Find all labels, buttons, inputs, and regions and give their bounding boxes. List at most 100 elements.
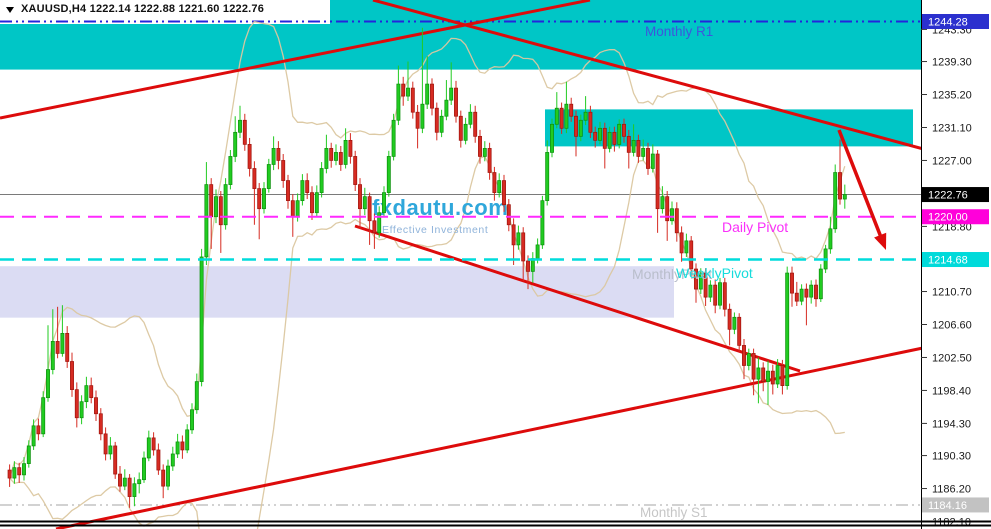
candle-body — [281, 160, 286, 181]
symbol-ohlc-text: XAUUSD,H4 1222.14 1222.88 1221.60 1222.7… — [21, 3, 265, 15]
candle-body — [137, 479, 142, 485]
candle-body — [70, 361, 74, 390]
candle-body — [828, 228, 833, 250]
candle-body — [650, 153, 655, 169]
trendline-mid-falling-line[interactable] — [354, 224, 801, 373]
projection-arrow-head[interactable] — [874, 232, 887, 250]
candle-body — [785, 272, 790, 386]
candle-body — [703, 272, 708, 298]
candle-body — [329, 148, 334, 161]
axis-tick-label: 1190.30 — [932, 451, 971, 463]
candle-body — [588, 111, 593, 133]
axis-tick-label: 1231.10 — [932, 122, 972, 134]
candle-body — [684, 240, 689, 254]
candle-body — [185, 429, 190, 451]
price-marker-label: 1220.00 — [928, 212, 968, 224]
candle-body — [410, 87, 415, 113]
price-marker-label: 1214.68 — [928, 255, 968, 267]
candle-body — [833, 172, 838, 230]
candle-body — [17, 467, 22, 476]
candle-body — [367, 196, 372, 222]
candle-body — [746, 353, 751, 366]
candle-body — [142, 457, 146, 481]
candle-body — [602, 127, 607, 149]
candle-body — [646, 148, 650, 169]
candle-body — [766, 370, 770, 382]
candle-body — [780, 365, 785, 386]
candle-body — [161, 469, 166, 487]
candle-body — [574, 115, 578, 137]
candle-body — [526, 260, 530, 272]
candle-body — [353, 156, 358, 185]
price-marker-box — [922, 209, 989, 225]
trendline-upper-falling-line[interactable] — [372, 0, 991, 169]
candle-body — [626, 135, 631, 153]
candle-body — [276, 148, 281, 161]
candle-body — [319, 168, 324, 193]
candle-body — [271, 148, 276, 165]
candle-body — [257, 188, 262, 210]
candle-body — [262, 188, 266, 210]
candle-body — [180, 441, 185, 451]
candle-body — [348, 140, 353, 157]
price-marker-label: 1184.16 — [928, 500, 967, 512]
candle-body — [118, 473, 122, 487]
price-marker-label: 1222.76 — [928, 190, 968, 202]
candle-body — [26, 445, 31, 464]
candle-body — [295, 200, 300, 218]
candle-body — [65, 332, 70, 362]
trendline-upper-rising-line[interactable] — [0, 0, 591, 120]
candle-body — [473, 111, 478, 137]
candle-body — [113, 445, 118, 475]
candle-body — [578, 119, 583, 137]
price-axis: 1243.301239.301235.201231.101227.001218.… — [921, 0, 991, 529]
candle-body — [89, 385, 94, 399]
candle-body — [79, 401, 84, 419]
candle-body — [36, 425, 41, 435]
candle-body — [430, 83, 434, 109]
candle-body — [612, 131, 617, 145]
candle-body — [607, 131, 612, 149]
candle-body — [362, 196, 367, 210]
candle-body — [679, 232, 684, 254]
candle-body — [108, 445, 113, 455]
price-marker-box — [922, 252, 989, 268]
candle-body — [492, 172, 497, 193]
candle-body — [60, 332, 65, 354]
projection-arrow-shaft[interactable] — [837, 129, 884, 242]
candle-body — [324, 148, 329, 169]
candle-body — [103, 433, 108, 455]
candle-body — [415, 111, 420, 129]
candle-body — [214, 196, 218, 218]
candle-body — [372, 220, 377, 234]
candle-body — [122, 477, 127, 487]
watermark-tagline: Effective Investment — [382, 224, 488, 236]
axis-tick-label: 1235.20 — [932, 90, 972, 102]
candle-body — [12, 467, 17, 479]
candle-body — [478, 135, 482, 157]
candle-body — [151, 437, 156, 451]
candle-body — [838, 172, 842, 200]
candle-body — [420, 103, 425, 129]
axis-tick-label: 1182.10 — [932, 517, 971, 529]
candle-body — [593, 131, 598, 141]
candle-body — [170, 453, 175, 467]
candle-body — [310, 192, 314, 214]
candle-body — [382, 192, 386, 214]
candle-body — [487, 148, 492, 173]
candle-body — [98, 413, 103, 435]
candle-body — [482, 148, 487, 157]
trendline-lower-support-line[interactable] — [55, 332, 991, 529]
candle-body — [94, 397, 98, 415]
title-bar[interactable]: XAUUSD,H4 1222.14 1222.88 1221.60 1222.7… — [6, 3, 264, 15]
candle-body — [809, 284, 814, 298]
chevron-down-icon[interactable] — [6, 6, 14, 13]
candle-body — [343, 140, 348, 165]
candle-body — [204, 184, 209, 258]
candle-body — [334, 152, 338, 161]
monthly-r1-label: Monthly R1 — [645, 24, 713, 39]
monthly-pivot-zone[interactable] — [0, 266, 674, 318]
candle-body — [708, 284, 713, 298]
